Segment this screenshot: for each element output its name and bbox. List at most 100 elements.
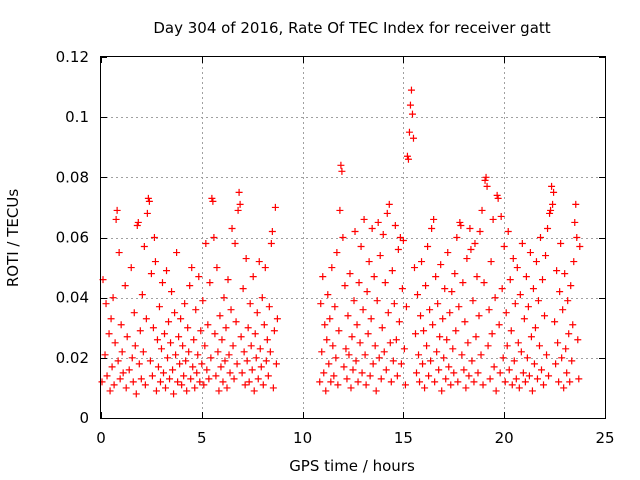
data-point xyxy=(266,348,274,356)
data-point xyxy=(183,387,191,395)
data-point xyxy=(446,309,454,317)
data-point xyxy=(250,387,258,395)
data-point xyxy=(448,288,456,296)
data-point xyxy=(248,366,256,374)
data-point xyxy=(401,381,409,389)
data-point xyxy=(258,294,266,302)
data-point xyxy=(211,330,219,338)
data-point xyxy=(367,315,375,323)
data-point xyxy=(170,390,178,398)
data-point xyxy=(542,252,550,260)
data-point xyxy=(137,375,145,383)
data-point xyxy=(379,230,387,238)
data-point xyxy=(321,321,329,329)
data-point xyxy=(187,375,195,383)
data-point xyxy=(324,291,332,299)
data-point xyxy=(218,336,226,344)
data-point xyxy=(496,369,504,377)
data-point xyxy=(146,357,154,365)
data-point xyxy=(399,237,407,245)
data-point xyxy=(471,240,479,248)
data-point xyxy=(431,378,439,386)
data-point xyxy=(162,384,170,392)
data-point xyxy=(141,381,149,389)
data-point xyxy=(410,264,418,272)
data-point xyxy=(135,360,143,368)
data-point xyxy=(114,357,122,365)
data-point xyxy=(473,273,481,281)
data-point xyxy=(142,315,150,323)
data-point xyxy=(541,312,549,320)
data-point xyxy=(220,294,228,302)
data-point xyxy=(232,318,240,326)
data-point xyxy=(138,291,146,299)
data-point xyxy=(425,372,433,380)
data-point xyxy=(341,282,349,290)
y-tick-label: 0.02 xyxy=(56,349,89,367)
data-point xyxy=(366,372,374,380)
data-point xyxy=(106,387,114,395)
data-series-roti xyxy=(98,86,584,398)
data-point xyxy=(414,291,422,299)
data-point xyxy=(355,279,363,287)
data-point xyxy=(567,282,575,290)
data-point xyxy=(322,387,330,395)
data-point xyxy=(557,240,565,248)
data-point xyxy=(518,240,526,248)
y-tick-label: 0.04 xyxy=(56,289,89,307)
data-point xyxy=(424,243,432,251)
data-point xyxy=(530,360,538,368)
data-point xyxy=(360,215,368,223)
data-point xyxy=(488,330,496,338)
data-point xyxy=(351,227,359,235)
data-point xyxy=(528,387,536,395)
data-point xyxy=(249,273,257,281)
data-point xyxy=(373,297,381,305)
data-point xyxy=(150,234,158,241)
data-point xyxy=(210,234,218,241)
data-point xyxy=(511,300,519,308)
data-point xyxy=(515,384,523,392)
data-point xyxy=(179,342,187,350)
data-point xyxy=(489,215,497,223)
data-point xyxy=(122,384,130,392)
data-point xyxy=(396,234,404,241)
data-point xyxy=(365,258,373,266)
data-point xyxy=(213,264,221,272)
data-point xyxy=(127,264,135,272)
data-point xyxy=(357,243,365,251)
data-point xyxy=(433,348,441,356)
data-point xyxy=(497,212,505,220)
data-point xyxy=(374,218,382,226)
data-point xyxy=(253,309,261,317)
data-point xyxy=(525,372,533,380)
x-tick-label: 10 xyxy=(293,429,312,447)
data-point xyxy=(422,282,430,290)
data-point xyxy=(375,354,383,362)
data-point xyxy=(369,360,377,368)
data-point xyxy=(438,387,446,395)
data-point xyxy=(428,224,436,232)
data-point xyxy=(447,381,455,389)
data-point xyxy=(559,306,567,314)
data-point xyxy=(370,273,378,281)
grid-lines xyxy=(101,57,605,418)
tick-labels: 0 5 10 15 20 25 0 0.02 0.04 0.06 0.08 0.1 0.12 xyxy=(56,48,615,447)
data-point xyxy=(336,206,344,214)
data-point xyxy=(409,134,417,142)
data-point xyxy=(465,372,473,380)
data-point xyxy=(475,312,483,320)
data-point xyxy=(333,249,341,257)
data-point xyxy=(545,372,553,380)
data-point xyxy=(119,369,127,377)
data-point xyxy=(123,333,131,341)
data-point xyxy=(228,224,236,232)
data-point xyxy=(121,282,129,290)
data-point xyxy=(387,378,395,386)
data-point xyxy=(416,378,424,386)
data-point xyxy=(344,312,352,320)
data-point xyxy=(261,264,269,272)
data-point xyxy=(354,378,362,386)
data-point xyxy=(339,234,347,241)
